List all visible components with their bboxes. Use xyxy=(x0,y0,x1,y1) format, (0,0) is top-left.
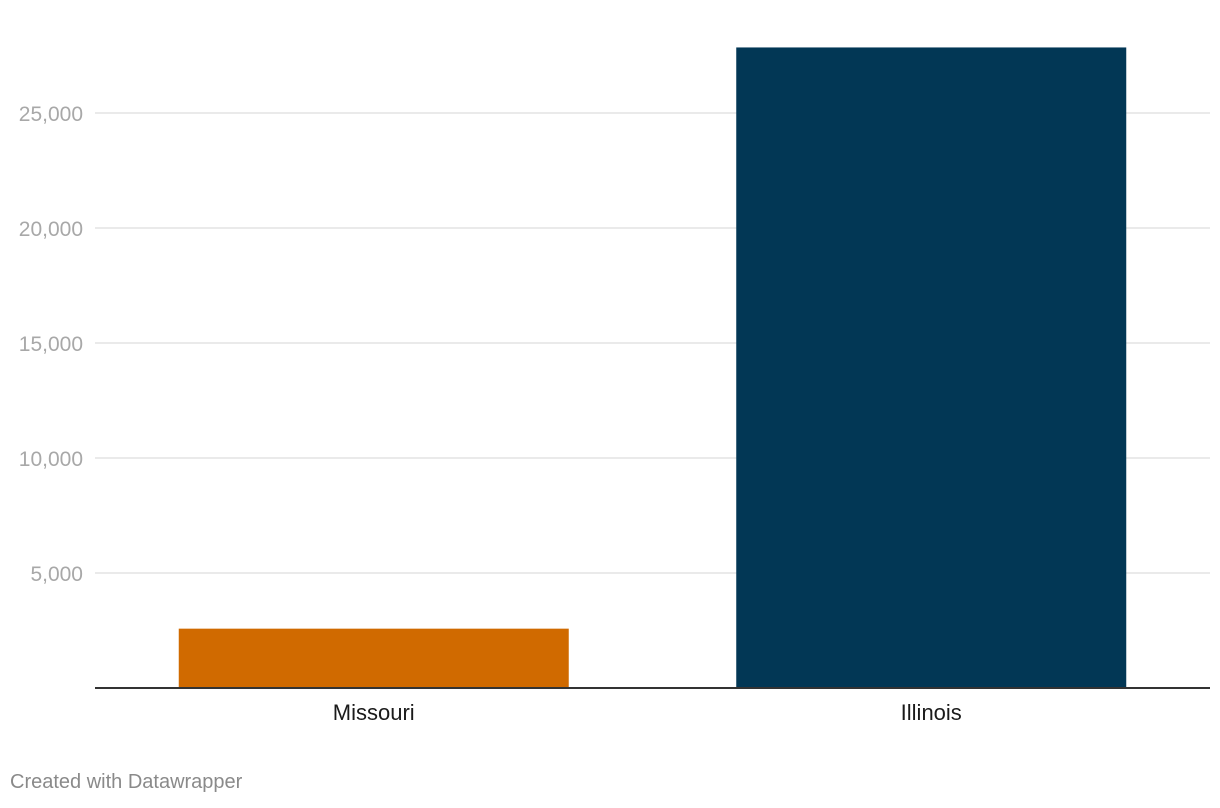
bar-illinois xyxy=(736,47,1127,688)
datawrapper-credit: Created with Datawrapper xyxy=(10,771,243,793)
y-tick-label: 25,000 xyxy=(19,103,83,126)
bars xyxy=(178,47,1127,688)
x-axis-category-labels: Missouri Illinois xyxy=(333,700,962,725)
x-tick-label: Missouri xyxy=(333,700,415,725)
y-tick-label: 15,000 xyxy=(19,333,83,356)
bar-missouri xyxy=(178,628,569,688)
y-tick-label: 5,000 xyxy=(30,563,83,586)
y-tick-label: 10,000 xyxy=(19,448,83,471)
y-axis-tick-labels: 5,000 10,000 15,000 20,000 25,000 xyxy=(19,103,83,586)
y-tick-label: 20,000 xyxy=(19,218,83,241)
bar-chart: 5,000 10,000 15,000 20,000 25,000 Missouri Il… xyxy=(19,47,1210,725)
x-tick-label: Illinois xyxy=(901,700,962,725)
